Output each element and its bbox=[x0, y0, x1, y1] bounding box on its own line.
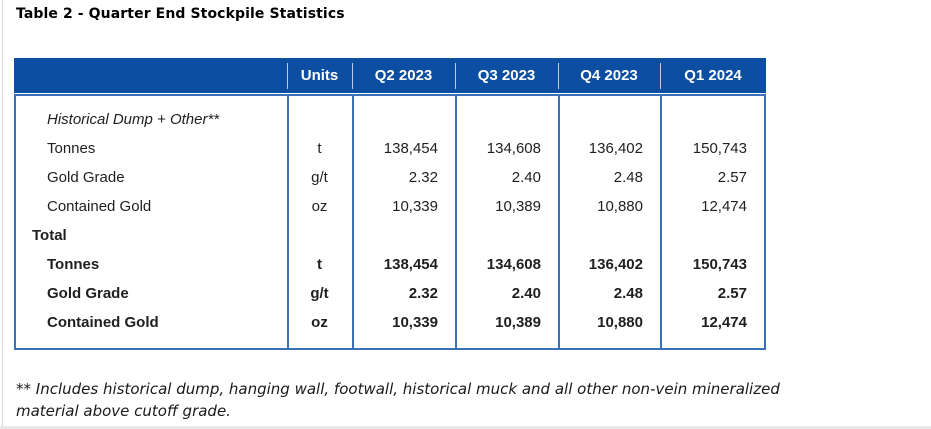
stockpile-statistics-table: Units Q2 2023 Q3 2023 Q4 2023 Q1 2024 Hi… bbox=[14, 58, 766, 350]
value-cell: 12,474 bbox=[701, 314, 747, 331]
value-cell: 138,454 bbox=[383, 140, 438, 157]
table-row: Gold Grade g/t 2.32 2.40 2.48 2.57 bbox=[16, 163, 764, 192]
value-cell: 2.57 bbox=[717, 169, 747, 186]
table-title: Table 2 - Quarter End Stockpile Statisti… bbox=[16, 6, 345, 22]
column-divider bbox=[558, 96, 560, 348]
value-cell: 150,743 bbox=[692, 256, 747, 273]
column-divider bbox=[287, 96, 289, 348]
section-header-label: Total bbox=[32, 227, 67, 244]
value-cell: 134,608 bbox=[486, 256, 541, 273]
header-cell-units: Units bbox=[300, 67, 339, 84]
table-row: Contained Gold oz 10,339 10,389 10,880 1… bbox=[16, 308, 764, 337]
table-row: Contained Gold oz 10,339 10,389 10,880 1… bbox=[16, 192, 764, 221]
value-cell: 2.48 bbox=[613, 169, 643, 186]
header-divider bbox=[352, 63, 353, 89]
table-body: Historical Dump + Other** Tonnes t 138,4… bbox=[14, 94, 766, 350]
row-label: Gold Grade bbox=[47, 169, 125, 186]
value-cell: 136,402 bbox=[588, 140, 643, 157]
row-label: Gold Grade bbox=[47, 285, 129, 302]
table-row: Tonnes t 138,454 134,608 136,402 150,743 bbox=[16, 134, 764, 163]
page-left-border bbox=[2, 0, 3, 429]
header-divider bbox=[287, 63, 288, 89]
value-cell: 2.40 bbox=[511, 285, 541, 302]
column-divider bbox=[455, 96, 457, 348]
section-header-label: Historical Dump + Other** bbox=[47, 110, 220, 128]
unit-cell: g/t bbox=[311, 169, 328, 186]
row-label: Tonnes bbox=[47, 140, 96, 157]
header-cell-q3-2023: Q3 2023 bbox=[477, 67, 536, 84]
value-cell: 134,608 bbox=[486, 140, 541, 157]
value-cell: 10,339 bbox=[392, 314, 438, 331]
section-header-row: Total bbox=[16, 221, 764, 250]
table-row: Gold Grade g/t 2.32 2.40 2.48 2.57 bbox=[16, 279, 764, 308]
table-header-row: Units Q2 2023 Q3 2023 Q4 2023 Q1 2024 bbox=[14, 58, 766, 93]
value-cell: 10,389 bbox=[495, 198, 541, 215]
section-header-row: Historical Dump + Other** bbox=[16, 104, 764, 134]
unit-cell: g/t bbox=[310, 285, 329, 302]
footnote-line: ** Includes historical dump, hanging wal… bbox=[16, 380, 780, 398]
footnote-line: material above cutoff grade. bbox=[16, 402, 231, 420]
footnote: ** Includes historical dump, hanging wal… bbox=[16, 378, 780, 422]
header-divider bbox=[455, 63, 456, 89]
unit-cell: oz bbox=[311, 314, 328, 331]
row-label: Contained Gold bbox=[47, 314, 159, 331]
value-cell: 2.32 bbox=[408, 169, 438, 186]
table-row: Tonnes t 138,454 134,608 136,402 150,743 bbox=[16, 250, 764, 279]
row-label: Contained Gold bbox=[47, 198, 152, 215]
value-cell: 136,402 bbox=[588, 256, 643, 273]
header-divider bbox=[660, 63, 661, 89]
value-cell: 10,389 bbox=[495, 314, 541, 331]
row-label: Tonnes bbox=[47, 256, 100, 273]
value-cell: 2.57 bbox=[717, 285, 747, 302]
header-cell-q2-2023: Q2 2023 bbox=[374, 67, 433, 84]
value-cell: 10,880 bbox=[597, 198, 643, 215]
header-divider bbox=[558, 63, 559, 89]
header-cell-q1-2024: Q1 2024 bbox=[684, 67, 742, 84]
unit-cell: t bbox=[317, 256, 322, 273]
unit-cell: t bbox=[317, 140, 322, 157]
value-cell: 2.32 bbox=[408, 285, 438, 302]
column-divider bbox=[352, 96, 354, 348]
value-cell: 10,339 bbox=[392, 198, 438, 215]
value-cell: 150,743 bbox=[692, 140, 747, 157]
column-divider bbox=[660, 96, 662, 348]
value-cell: 2.40 bbox=[511, 169, 541, 186]
value-cell: 12,474 bbox=[701, 198, 747, 215]
header-cell-q4-2023: Q4 2023 bbox=[580, 67, 638, 84]
value-cell: 2.48 bbox=[613, 285, 643, 302]
value-cell: 138,454 bbox=[383, 256, 438, 273]
unit-cell: oz bbox=[311, 198, 328, 215]
value-cell: 10,880 bbox=[597, 314, 643, 331]
bottom-divider bbox=[0, 426, 931, 429]
